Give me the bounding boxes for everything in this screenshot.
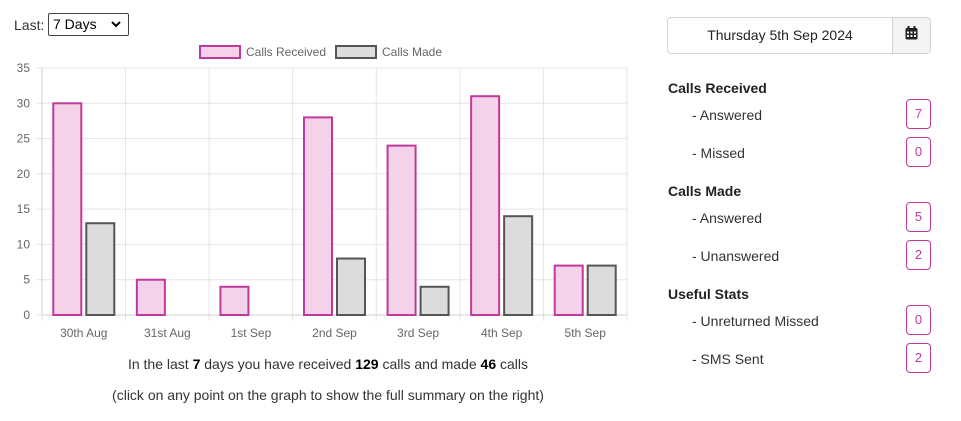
- stats-row-label: - SMS Sent: [692, 351, 764, 367]
- period-selected-value: 7 Days: [53, 16, 97, 32]
- bar-calls-made[interactable]: [85, 222, 116, 316]
- stats-sidebar: Calls Received - Answered 7 - Missed 0 C…: [668, 80, 931, 389]
- period-label: Last:: [14, 17, 45, 33]
- summary-made-count: 46: [480, 356, 497, 372]
- calls-bar-chart[interactable]: 0 5 10 15 20 25 30 35 30th Aug 31st Aug 1st Sep 2nd…: [0, 40, 650, 340]
- y-tick-label: 35: [17, 61, 31, 75]
- x-tick-label: 2nd Sep: [312, 326, 357, 340]
- stats-group-title: Calls Made: [668, 183, 742, 199]
- bar-calls-made[interactable]: [336, 257, 366, 317]
- stats-count-badge: 0: [906, 137, 931, 167]
- calendar-icon: [905, 26, 918, 45]
- stats-row-label: - Answered: [692, 107, 763, 123]
- bar-calls-received[interactable]: [52, 102, 83, 316]
- stats-row: - Unreturned Missed 0: [668, 305, 931, 351]
- date-picker[interactable]: Thursday 5th Sep 2024: [667, 17, 931, 54]
- stats-group-useful-stats: Useful Stats - Unreturned Missed 0 - SMS…: [668, 286, 931, 389]
- y-tick-label: 0: [23, 308, 30, 322]
- date-picker-button[interactable]: [892, 18, 930, 53]
- period-select[interactable]: 7 Days: [48, 13, 129, 36]
- legend-swatch: [199, 45, 241, 59]
- stats-row: - Missed 0: [668, 137, 931, 183]
- bar-calls-received[interactable]: [135, 278, 166, 316]
- summary-suffix: calls: [500, 356, 529, 372]
- summary-received-count: 129: [355, 356, 379, 372]
- summary-middle2: calls and made: [382, 356, 477, 372]
- bar-calls-received[interactable]: [386, 144, 417, 316]
- stats-group-calls-received: Calls Received - Answered 7 - Missed 0: [668, 80, 931, 183]
- bar-calls-received[interactable]: [553, 264, 584, 317]
- bar-calls-received[interactable]: [303, 116, 333, 317]
- summary-middle: days you have received: [204, 356, 352, 372]
- y-tick-label: 10: [17, 237, 31, 251]
- x-tick-label: 30th Aug: [60, 326, 107, 340]
- bar-calls-made[interactable]: [503, 215, 534, 316]
- stats-row: - SMS Sent 2: [668, 343, 931, 389]
- stats-row: - Answered 7: [668, 99, 931, 145]
- stats-count-badge: 2: [906, 343, 931, 373]
- legend-swatch: [335, 45, 377, 59]
- date-picker-value[interactable]: Thursday 5th Sep 2024: [707, 27, 853, 43]
- stats-group-title: Useful Stats: [668, 286, 749, 302]
- legend-label: Calls Made: [382, 45, 442, 59]
- bar-calls-received[interactable]: [470, 95, 501, 316]
- stats-row-label: - Unreturned Missed: [692, 313, 819, 329]
- summary-text: In the last 7 days you have received 129…: [0, 356, 656, 372]
- stats-group-title: Calls Received: [668, 80, 767, 96]
- bar-calls-made[interactable]: [586, 264, 617, 317]
- y-tick-label: 5: [23, 273, 30, 287]
- stats-count-badge: 5: [906, 202, 931, 232]
- stats-count-badge: 2: [906, 240, 931, 270]
- x-tick-label: 31st Aug: [144, 326, 191, 340]
- legend-label: Calls Received: [246, 45, 326, 59]
- chevron-down-icon: [110, 14, 122, 44]
- summary-prefix: In the last: [127, 356, 189, 372]
- y-tick-label: 15: [17, 202, 31, 216]
- x-tick-label: 4th Sep: [481, 326, 523, 340]
- stats-row: - Unanswered 2: [668, 240, 931, 286]
- y-tick-label: 25: [17, 132, 31, 146]
- stats-row-label: - Unanswered: [692, 248, 780, 264]
- stats-group-calls-made: Calls Made - Answered 5 - Unanswered 2: [668, 183, 931, 286]
- summary-hint: (click on any point on the graph to show…: [112, 387, 544, 403]
- summary-days: 7: [192, 356, 201, 372]
- y-tick-label: 20: [17, 167, 31, 181]
- x-tick-label: 3rd Sep: [397, 326, 439, 340]
- stats-row-label: - Answered: [692, 210, 763, 226]
- x-tick-label: 1st Sep: [231, 326, 272, 340]
- bar-calls-received[interactable]: [219, 285, 250, 316]
- stats-count-badge: 0: [906, 305, 931, 335]
- stats-row: - Answered 5: [668, 202, 931, 248]
- x-tick-label: 5th Sep: [565, 326, 607, 340]
- stats-row-label: - Missed: [692, 145, 745, 161]
- bar-calls-made[interactable]: [419, 285, 450, 316]
- y-tick-label: 30: [17, 96, 31, 110]
- stats-count-badge: 7: [906, 99, 931, 129]
